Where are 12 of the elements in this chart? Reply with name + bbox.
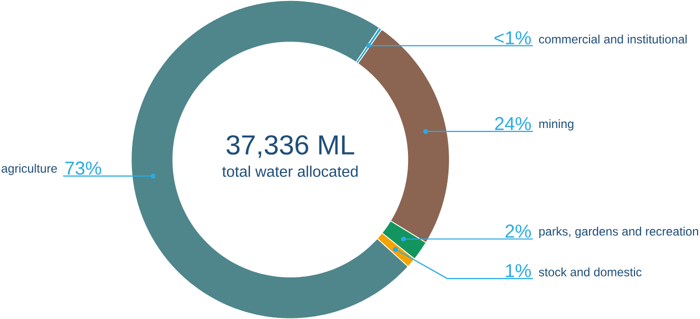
text: total water allocated (222, 166, 358, 177)
slice-label: parks, gardens and recreation (539, 226, 698, 238)
slice-label: commercial and institutional (539, 34, 687, 44)
slice-label: mining (539, 119, 574, 130)
data-label: 2% (506, 224, 531, 238)
slice-label: stock and domestic (538, 267, 642, 276)
data-label: 24% (495, 116, 531, 130)
slice-label: agriculture (2, 164, 57, 176)
data-label: 1% (506, 264, 531, 278)
data-label: 73% (65, 161, 102, 175)
text: 37,336 ML (226, 135, 354, 158)
data-label: <1% (494, 31, 531, 44)
